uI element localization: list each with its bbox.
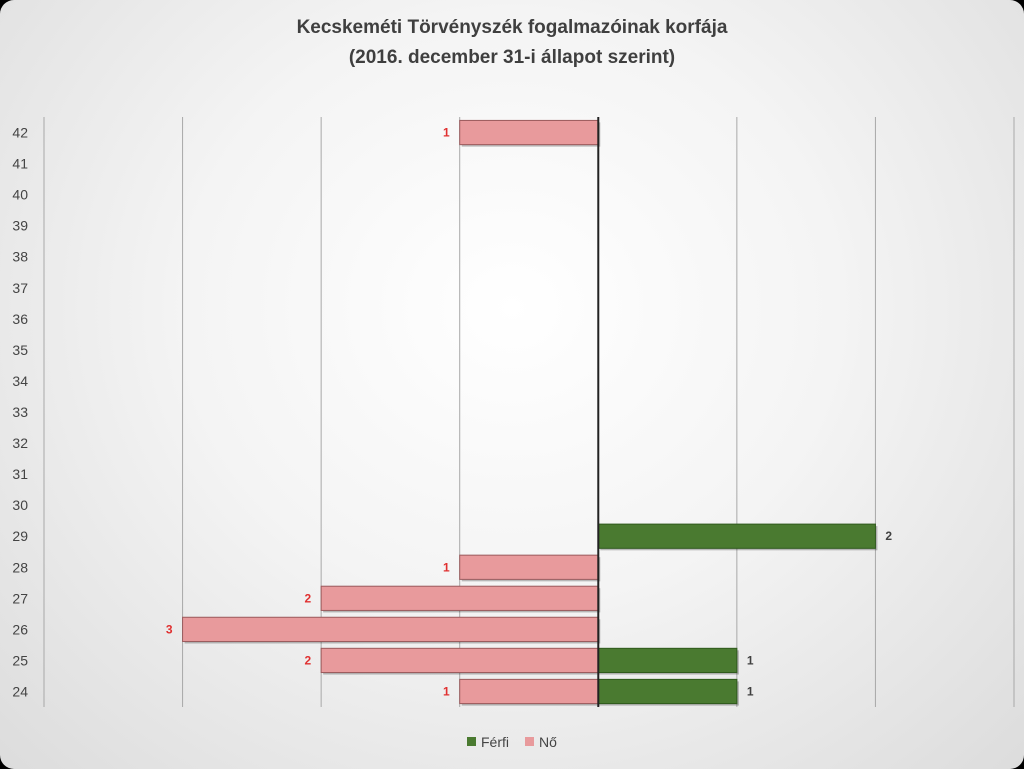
data-label-no: 1 bbox=[443, 684, 450, 698]
bar-no bbox=[459, 554, 599, 580]
legend: Férfi Nő bbox=[467, 734, 557, 750]
y-tick-label: 35 bbox=[12, 342, 28, 358]
data-label-no: 2 bbox=[304, 653, 311, 667]
bar-no bbox=[459, 119, 599, 146]
y-tick-label: 25 bbox=[12, 652, 28, 668]
y-tick-label: 29 bbox=[12, 528, 28, 544]
y-tick-label: 27 bbox=[12, 590, 28, 606]
y-tick-label: 38 bbox=[12, 249, 28, 265]
bar-no bbox=[320, 647, 599, 674]
y-tick-label: 30 bbox=[12, 497, 28, 513]
label-layer: 1 1 2 1 3 2 1 2 1 bbox=[166, 126, 893, 699]
data-label-ferfi: 1 bbox=[747, 684, 754, 698]
bar-layer bbox=[182, 119, 878, 706]
y-tick-label: 39 bbox=[12, 218, 28, 234]
legend-swatch-ferfi bbox=[467, 737, 476, 746]
y-tick-label: 24 bbox=[12, 683, 28, 699]
chart-title: Kecskeméti Törvényszék fogalmazóinak kor… bbox=[297, 17, 728, 38]
data-label-ferfi: 2 bbox=[885, 529, 892, 543]
y-tick-label: 36 bbox=[12, 311, 28, 327]
y-tick-label: 32 bbox=[12, 435, 28, 451]
y-tick-label: 40 bbox=[12, 187, 28, 203]
bar-no bbox=[182, 616, 599, 642]
legend-label-no: Nő bbox=[539, 734, 557, 750]
data-label-no: 1 bbox=[443, 126, 450, 140]
y-tick-label: 42 bbox=[12, 125, 28, 141]
data-label-no: 3 bbox=[166, 622, 173, 636]
y-tick-label: 41 bbox=[12, 156, 28, 172]
y-tick-label: 26 bbox=[12, 621, 28, 637]
y-tick-label: 34 bbox=[12, 373, 28, 389]
y-tick-label: 31 bbox=[12, 466, 28, 482]
y-tick-label: 37 bbox=[12, 280, 28, 296]
y-tick-label: 28 bbox=[12, 559, 28, 575]
data-label-ferfi: 1 bbox=[747, 653, 754, 667]
legend-label-ferfi: Férfi bbox=[481, 734, 509, 750]
bar-ferfi bbox=[597, 523, 876, 549]
grid-layer bbox=[43, 117, 1015, 707]
data-label-no: 2 bbox=[304, 591, 311, 605]
bar-no bbox=[459, 678, 599, 705]
legend-swatch-no bbox=[525, 737, 534, 746]
tick-layer: 24 25 26 27 28 29 30 31 32 33 34 35 36 37 38 39 40 41 42 bbox=[12, 125, 28, 700]
bar-no bbox=[320, 585, 599, 611]
bar-ferfi bbox=[597, 678, 738, 705]
data-label-no: 1 bbox=[443, 560, 450, 574]
chart-subtitle: (2016. december 31-i állapot szerint) bbox=[349, 47, 675, 68]
y-tick-label: 33 bbox=[12, 404, 28, 420]
bar-ferfi bbox=[597, 647, 738, 674]
